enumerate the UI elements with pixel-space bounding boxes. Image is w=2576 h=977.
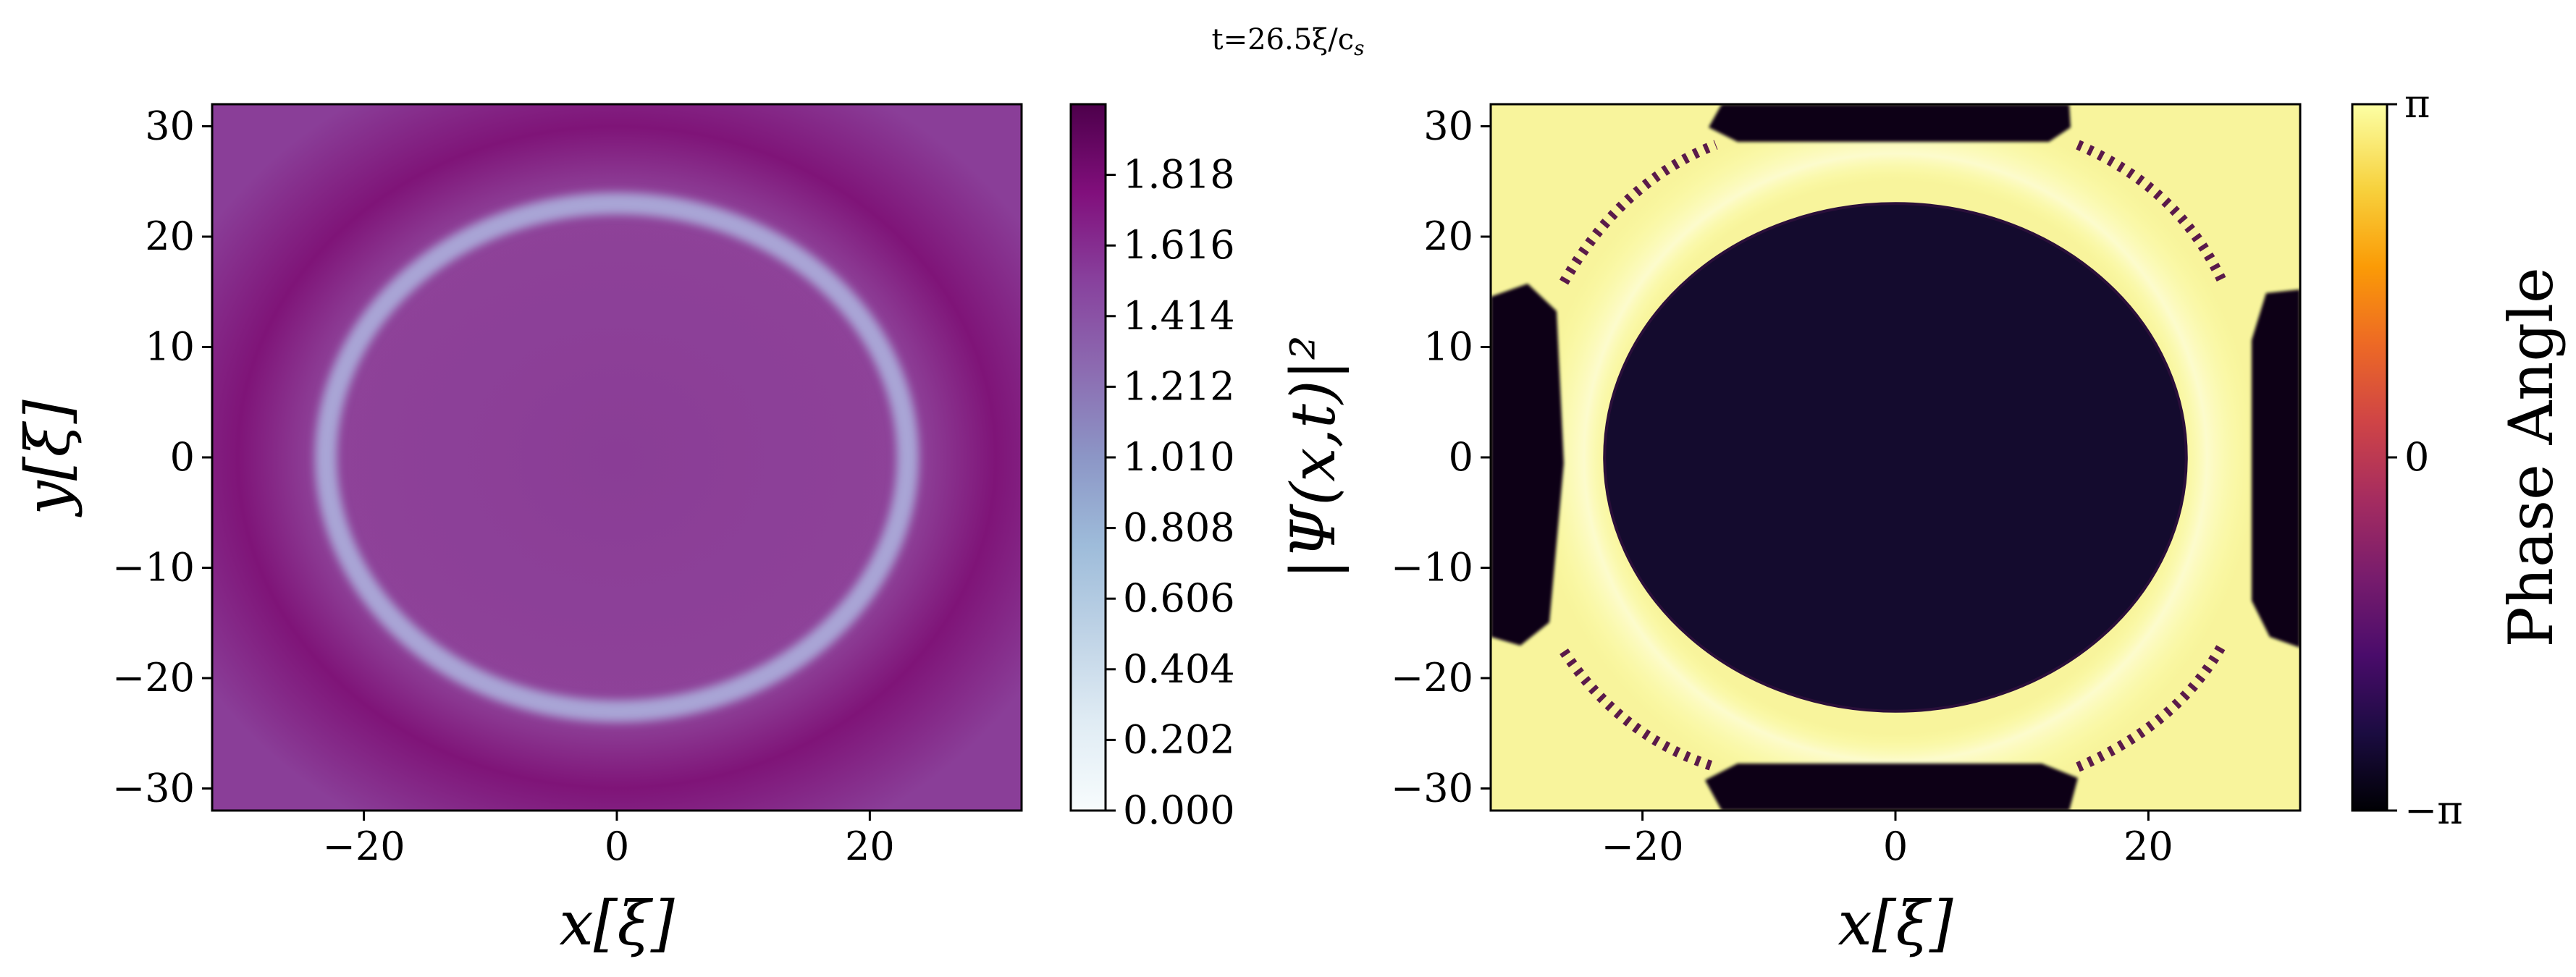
phase-colorbar-label: Phase Angle [2496,267,2567,647]
y-tick-label: 10 [145,324,195,370]
x-tick-label: 20 [2123,824,2173,869]
density-colorbar: 0.000 0.202 0.404 0.606 0.808 1.010 1.212 1.414… [1069,103,1349,833]
density-ring [315,193,919,722]
phase-colorbar-gradient [2351,103,2388,812]
phase-colorbar-ticks: π 0 −π [2387,81,2463,833]
y-tick-label: 0 [1449,434,1473,480]
suptitle: t=26.5ξ/cs [1212,23,1365,60]
phase-inner-disk [1603,202,2188,713]
y-tick-label: −30 [112,766,195,811]
phase-panel: −20 0 20 30 20 10 0 −10 −20 −30 x[ξ] [1391,103,2302,959]
y-tick-label: 20 [145,213,195,259]
colorbar-tick-label: π [2404,81,2430,127]
x-tick-label: −20 [323,824,405,869]
y-tick-label: −20 [1391,655,1473,701]
density-colorbar-label: |Ψ(x,t)|² [1278,335,1349,579]
phase-patch-bottom [1705,764,2078,811]
y-tick-label: 10 [1423,324,1473,370]
y-tick-label: 20 [1423,213,1473,259]
colorbar-tick-label: 0.808 [1123,505,1235,551]
colorbar-tick-label: 1.212 [1123,363,1235,409]
phase-speckle-se [2076,641,2228,772]
density-x-ticks: −20 0 20 [323,811,895,869]
phase-colorbar: π 0 −π Phase Angle [2351,81,2567,833]
phase-x-axis-label: x[ξ] [1838,888,1953,959]
phase-y-ticks: 30 20 10 0 −10 −20 −30 [1391,103,1491,811]
density-panel: −20 0 20 30 20 10 0 −10 −20 −30 x[ξ] y[ξ] [12,103,1023,959]
y-tick-label: 30 [145,103,195,149]
phase-patch-top [1709,104,2071,142]
colorbar-tick-label: 1.818 [1123,152,1235,198]
density-y-axis-label: y[ξ] [12,399,83,517]
colorbar-tick-label: 0.000 [1123,787,1235,833]
colorbar-tick-label: 1.616 [1123,222,1235,268]
y-tick-label: 30 [1423,103,1473,149]
x-tick-label: 20 [845,824,895,869]
y-tick-label: −10 [112,545,195,591]
y-tick-label: 0 [170,434,195,480]
phase-patch-right [2252,289,2300,648]
colorbar-tick-label: −π [2404,787,2463,833]
density-y-ticks: 30 20 10 0 −10 −20 −30 [112,103,212,811]
y-tick-label: −30 [1391,766,1473,811]
colorbar-tick-label: 0.404 [1123,646,1235,692]
colorbar-tick-label: 1.414 [1123,293,1235,339]
colorbar-tick-label: 0.606 [1123,575,1235,621]
phase-x-ticks: −20 0 20 [1601,811,2173,869]
x-tick-label: −20 [1601,824,1684,869]
colorbar-tick-label: 0.202 [1123,716,1235,762]
phase-patch-left [1491,284,1564,646]
y-tick-label: −20 [112,655,195,701]
density-heatmap-background [212,104,1022,811]
x-tick-label: 0 [605,824,629,869]
y-tick-label: −10 [1391,545,1473,591]
colorbar-tick-label: 0 [2404,434,2429,480]
density-colorbar-ticks: 0.000 0.202 0.404 0.606 0.808 1.010 1.212 1.414… [1106,152,1235,833]
phase-speckle-sw [1560,648,1718,772]
density-colorbar-gradient [1069,103,1107,812]
x-tick-label: 0 [1883,824,1908,869]
colorbar-tick-label: 1.010 [1123,434,1235,480]
density-x-axis-label: x[ξ] [559,888,674,959]
